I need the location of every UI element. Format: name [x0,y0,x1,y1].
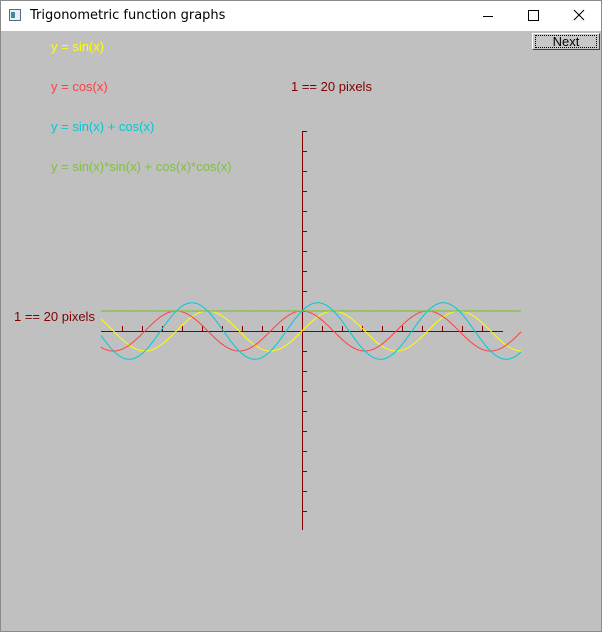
app-window-icon [9,9,21,21]
minimize-button[interactable] [465,1,511,31]
curves [100,302,522,360]
maximize-button[interactable] [511,1,557,31]
maximize-icon [528,10,539,21]
close-icon [573,9,585,21]
next-button[interactable]: Next [532,33,600,50]
next-button-label: Next [552,34,580,49]
legend-identity: y = sin(x)*sin(x) + cos(x)*cos(x) [51,159,232,174]
graph-canvas [100,131,522,530]
title-bar[interactable]: Trigonometric function graphs [1,1,601,31]
identity-curve [100,309,522,313]
close-button[interactable] [557,1,602,31]
y-axis-scale-label: 1 == 20 pixels [291,79,372,94]
legend-sin: y = sin(x) [51,39,105,54]
legend-sin-plus-cos: y = sin(x) + cos(x) [51,119,155,134]
focus-rectangle [535,35,597,48]
window-title: Trigonometric function graphs [30,8,226,23]
sin-plus-cos-curve [100,302,522,360]
x-axis-scale-label: 1 == 20 pixels [14,309,95,324]
minimize-icon [483,16,493,17]
sin-curve [100,310,522,352]
legend-cos: y = cos(x) [51,79,108,94]
